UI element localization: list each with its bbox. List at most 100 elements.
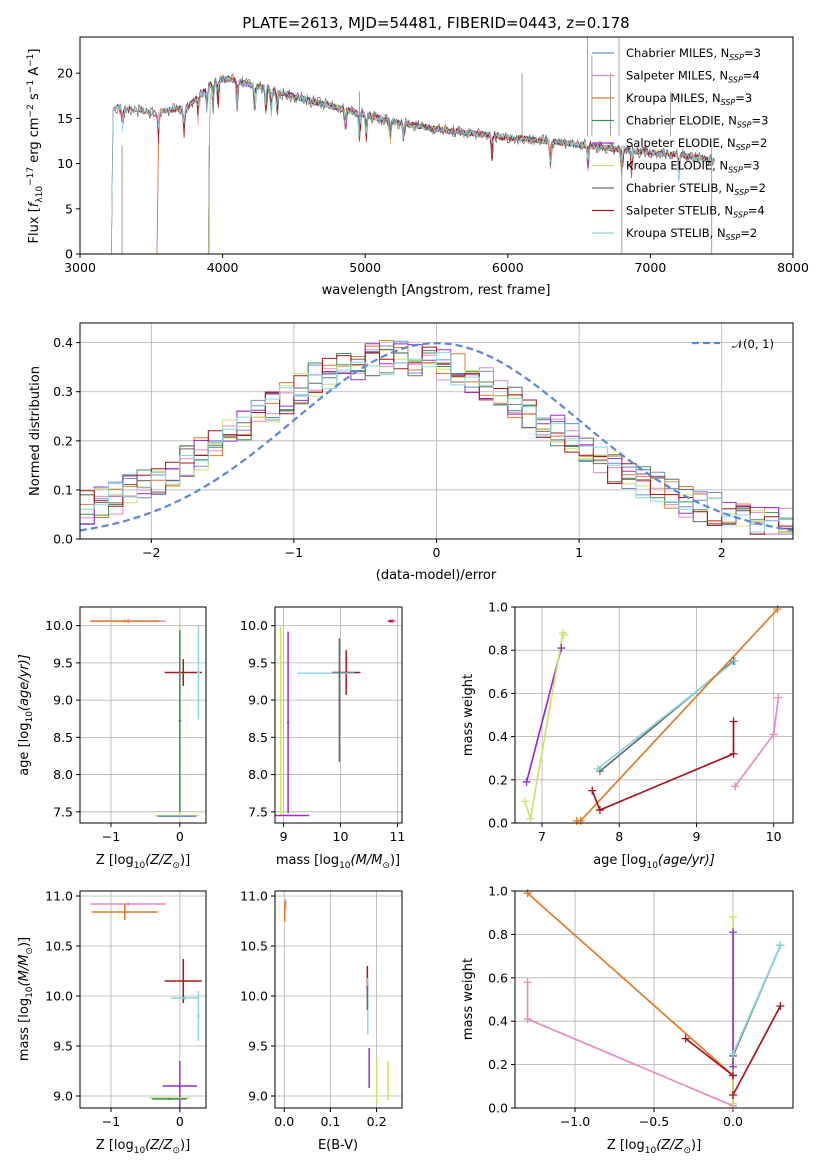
x-tick-label: 5000	[349, 260, 381, 275]
y-tick-label: 10.5	[45, 939, 73, 954]
spectrum-line	[111, 75, 715, 254]
label-part: )]	[691, 1138, 701, 1153]
x-tick-label: 7	[538, 829, 546, 844]
x-tick-label: 0.2	[367, 1114, 387, 1129]
axes-mass_vs_Z: −1 0 9.0 9.5 10.0 10.5 11.0	[45, 889, 207, 1129]
spectrum-line	[111, 75, 715, 254]
y-tick-label: 1.0	[488, 600, 508, 615]
legend-label-part: =3	[744, 46, 761, 60]
x-tick-label: 9	[692, 829, 700, 844]
legend-label-part: SSP	[721, 98, 736, 107]
weight-marker	[593, 765, 602, 773]
y-tick-label: 20	[57, 66, 73, 81]
weight-marker	[526, 814, 535, 823]
y-axis-label: Flux [fλ10−17 erg cm−2 s−1 A−1]	[26, 49, 45, 244]
x-tick-label: 1	[575, 545, 583, 560]
y-tick-label: 0.0	[488, 1101, 508, 1116]
weight-marker	[521, 797, 530, 806]
label-part: (Z/Z	[145, 1138, 173, 1153]
label-part: λ	[35, 197, 45, 203]
label-part: Z [log	[96, 1138, 134, 1153]
x-axis-label: mass [log10(M/M⊙)]	[276, 853, 400, 871]
legend-label: Kroupa STELIB, NSSP=2	[626, 226, 757, 242]
weight-marker	[728, 1049, 737, 1058]
weight-marker	[595, 806, 604, 815]
label-part: ⊙	[683, 1146, 691, 1156]
y-tick-label: 0	[65, 247, 73, 262]
label-part: 10	[646, 861, 658, 871]
legend-label-part: Kroupa ELODIE,	[626, 159, 719, 173]
axes-weight_vs_Z: −1.0 −0.5 0.0 0.0 0.2 0.4 0.6 0.8 1.0	[488, 884, 794, 1129]
histogram-series	[80, 352, 793, 533]
x-axis-label: age [log10(age/yr)]	[593, 853, 715, 871]
legend-label-part: Kroupa STELIB,	[626, 226, 717, 240]
legend-label-part: N	[727, 136, 736, 150]
weight-line	[732, 944, 782, 1055]
x-tick-label: 8	[615, 829, 623, 844]
axes-frame	[79, 890, 207, 1109]
weight-marker	[728, 1090, 737, 1099]
axes-frame	[274, 890, 403, 1109]
legend-label-part: =3	[752, 114, 769, 128]
legend-label: Salpeter MILES, NSSP=4	[626, 69, 760, 85]
legend-label: Chabrier STELIB, NSSP=2	[626, 181, 766, 197]
y-tick-label: 10	[57, 156, 73, 171]
y-tick-label: 15	[57, 111, 73, 126]
label-part: age [log	[593, 853, 646, 868]
legend-label-part: Chabrier STELIB,	[626, 181, 726, 195]
y-axis-label: mass weight	[461, 674, 476, 756]
legend-label-part: SSP	[726, 233, 741, 242]
label-part: )]	[180, 853, 190, 868]
label-part: mass [log	[17, 998, 32, 1061]
label-part: 10	[35, 186, 45, 198]
x-tick-label: 0	[176, 1114, 184, 1129]
x-tick-label: 0.0	[723, 1114, 743, 1129]
legend-label-part: SSP	[737, 121, 752, 130]
label-part: erg cm	[27, 117, 42, 166]
legend-label-part: N	[724, 204, 733, 218]
y-tick-label: 0.6	[488, 970, 508, 985]
label-part: ⊙	[172, 1146, 180, 1156]
legend-label-part: SSP	[733, 211, 748, 220]
legend-label-part: SSP	[736, 143, 751, 152]
label-part: f	[27, 200, 42, 207]
legend-label: Kroupa MILES, NSSP=3	[626, 91, 752, 107]
plot-area	[80, 340, 793, 535]
label-part: (age/yr)]	[658, 853, 715, 868]
legend-label-part: Salpeter MILES,	[626, 69, 719, 83]
label-part: 10	[134, 1146, 146, 1156]
y-tick-label: 10.5	[240, 939, 268, 954]
axes-frame	[79, 36, 794, 255]
y-tick-label: 9.0	[53, 693, 73, 708]
y-axis-label: mass [log10(M/M⊙)]	[17, 937, 35, 1061]
x-axis-label: E(B-V)	[318, 1138, 358, 1153]
label-part: )]	[17, 937, 32, 947]
legend-label: 𝒩(0, 1)	[732, 337, 774, 351]
label-part: 10	[25, 986, 35, 998]
plot-area	[275, 618, 397, 817]
label-part: (Z/Z	[656, 1138, 684, 1153]
x-tick-label: 0	[433, 545, 441, 560]
y-tick-label: 0.0	[53, 532, 73, 547]
x-tick-label: 0	[176, 829, 184, 844]
weight-line	[576, 608, 779, 822]
plot-area	[524, 608, 780, 822]
axes-spectrum: 3000 4000 5000 6000 7000 8000 0 5 10 15 20	[57, 36, 809, 275]
weight-marker	[559, 631, 568, 640]
axes-frame	[79, 322, 794, 540]
weight-marker	[523, 1015, 532, 1024]
y-tick-label: 8.5	[248, 730, 268, 745]
legend-label-part: N	[719, 159, 728, 173]
y-tick-label: 10.0	[240, 989, 268, 1004]
y-tick-label: 8.5	[53, 730, 73, 745]
label-part: −1	[26, 80, 36, 93]
label-part: age [log	[17, 723, 32, 776]
x-tick-label: 11	[389, 829, 405, 844]
x-tick-label: −0.5	[639, 1114, 669, 1129]
y-tick-label: 9.5	[53, 1039, 73, 1054]
legend-label-part: SSP	[729, 53, 744, 62]
x-tick-label: 2	[718, 545, 726, 560]
axes-mass_vs_ebv: 0.0 0.1 0.2 9.0 9.5 10.0 10.5 11.0	[240, 889, 403, 1129]
y-tick-label: 11.0	[45, 889, 73, 904]
y-tick-label: 8.0	[53, 767, 73, 782]
